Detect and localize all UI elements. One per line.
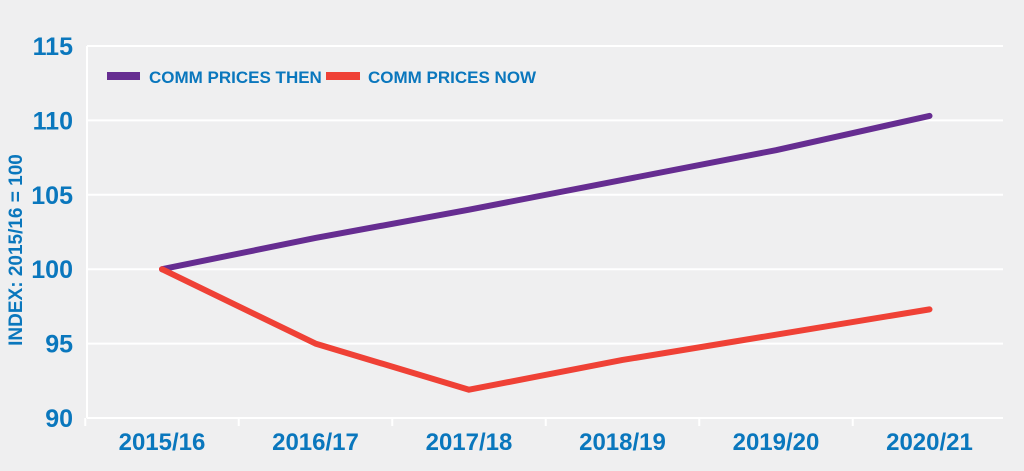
y-tick-label: 110: [33, 107, 73, 135]
y-tick-label: 95: [45, 331, 73, 359]
y-axis-title: INDEX: 2015/16 = 100: [6, 154, 27, 346]
x-tick-label: 2016/17: [272, 429, 359, 456]
series-line-then: [159, 112, 933, 273]
y-tick-label: 105: [31, 182, 73, 210]
legend-label-now: COMM PRICES NOW: [368, 68, 537, 87]
y-tick-label: 90: [45, 405, 73, 433]
series-line-now: [159, 266, 933, 393]
y-tick-label: 100: [31, 256, 73, 284]
x-tick-label: 2018/19: [579, 429, 666, 456]
series-lines: [159, 112, 933, 393]
x-tick-label: 2015/16: [119, 429, 206, 456]
x-axis-ticks: 2015/16 2016/17 2017/18 2018/19 2019/20 2020/…: [84, 418, 973, 456]
x-tick-label: 2019/20: [733, 429, 820, 456]
x-tick-label: 2020/21: [886, 429, 973, 456]
legend-label-then: COMM PRICES THEN: [149, 68, 322, 87]
x-tick-label: 2017/18: [426, 429, 513, 456]
y-tick-label: 115: [33, 33, 73, 61]
legend: COMM PRICES THEN COMM PRICES NOW: [107, 68, 537, 87]
y-axis-ticks: 90 95 100 105 110 115: [31, 33, 73, 433]
